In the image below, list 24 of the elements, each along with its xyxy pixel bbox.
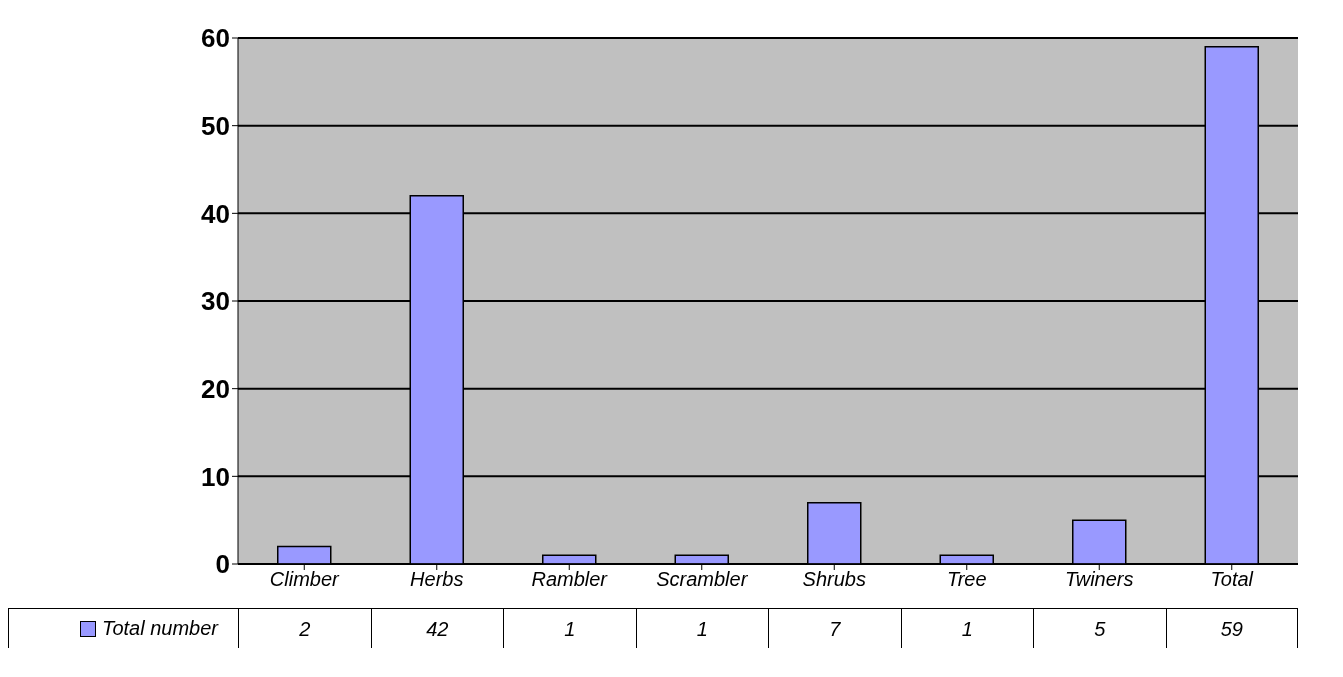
y-tick-label: 10 <box>201 461 230 492</box>
x-tick-label: Herbs <box>410 568 464 591</box>
data-label: 5 <box>1033 608 1166 648</box>
y-tick-label: 30 <box>201 286 230 317</box>
y-tick-label: 20 <box>201 373 230 404</box>
y-tick-label: 60 <box>201 23 230 54</box>
data-label: 59 <box>1165 608 1298 648</box>
y-tick-label: 40 <box>201 198 230 229</box>
data-label: 1 <box>900 608 1033 648</box>
data-label: 1 <box>635 608 768 648</box>
x-tick-label: Total <box>1210 568 1254 591</box>
data-label: 2 <box>238 608 371 648</box>
x-tick-label: Climber <box>269 568 341 591</box>
data-label: 1 <box>503 608 636 648</box>
x-tick-label: Twiners <box>1064 568 1134 591</box>
y-tick-label: 50 <box>201 110 230 141</box>
legend-label: Total number <box>102 617 218 640</box>
x-tick-label: Shrubs <box>802 568 866 591</box>
data-label: 42 <box>370 608 503 648</box>
data-label: 7 <box>768 608 901 648</box>
x-tick-label: Tree <box>946 568 987 591</box>
x-tick-label: Scrambler <box>656 568 749 591</box>
x-tick-label: Rambler <box>531 568 609 591</box>
y-tick-label: 0 <box>215 549 230 580</box>
